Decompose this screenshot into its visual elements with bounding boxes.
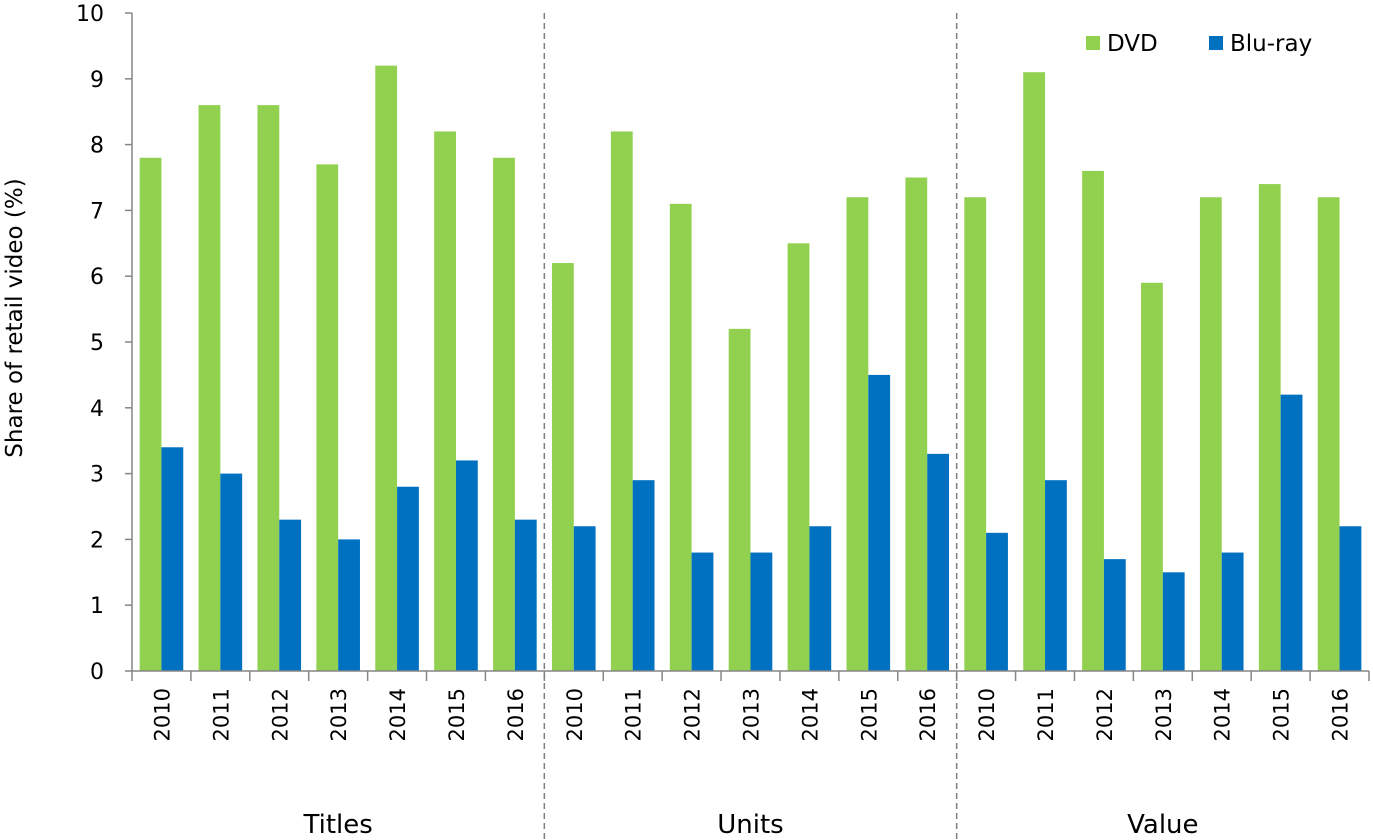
y-tick-label: 2 (90, 528, 104, 553)
x-tick-label: 2011 (209, 688, 233, 741)
legend-swatch-blu-ray (1209, 36, 1223, 50)
group-dividers (543, 13, 958, 840)
bar-blu-ray-units-2013 (750, 552, 773, 671)
x-tick-label: 2012 (268, 688, 292, 741)
bar-dvd-units-2012 (669, 203, 692, 671)
legend: DVD Blu-ray (1086, 31, 1312, 57)
bar-blu-ray-titles-2011 (220, 473, 243, 671)
x-tick-label: 2011 (1034, 688, 1058, 741)
bar-blu-ray-value-2012 (1103, 559, 1126, 671)
bar-blu-ray-units-2012 (691, 552, 714, 671)
x-tick-label: 2013 (740, 688, 764, 741)
bar-dvd-value-2010 (964, 197, 987, 672)
y-tick-label: 6 (90, 265, 104, 290)
bar-dvd-units-2014 (787, 243, 810, 672)
x-tick-label: 2016 (504, 688, 528, 741)
bar-blu-ray-titles-2013 (338, 539, 360, 671)
x-tick-label: 2012 (1093, 688, 1117, 741)
bar-blu-ray-value-2011 (1045, 480, 1067, 671)
bar-blu-ray-units-2015 (868, 374, 891, 671)
y-tick-label: 1 (90, 594, 104, 619)
x-tick-label: 2010 (975, 688, 999, 741)
bar-blu-ray-titles-2010 (161, 447, 184, 671)
x-tick-label: 2014 (386, 688, 410, 741)
bar-blu-ray-value-2016 (1339, 526, 1362, 671)
y-axis-title: Share of retail video (%) (2, 178, 28, 457)
legend-label-dvd: DVD (1107, 31, 1158, 57)
y-tick-label: 9 (90, 68, 104, 93)
bar-blu-ray-units-2011 (632, 480, 655, 671)
group-label-units: Units (717, 810, 783, 840)
bar-blu-ray-value-2015 (1280, 394, 1303, 671)
bar-dvd-titles-2010 (139, 157, 162, 671)
bar-dvd-titles-2013 (316, 164, 339, 671)
x-tick-label: 2013 (1152, 688, 1176, 741)
y-tick-label: 0 (90, 660, 104, 685)
bar-blu-ray-value-2013 (1162, 572, 1185, 671)
bar-dvd-units-2011 (610, 131, 633, 671)
bar-dvd-units-2013 (728, 328, 751, 671)
bar-dvd-titles-2012 (257, 105, 280, 672)
bar-blu-ray-titles-2015 (455, 460, 478, 671)
x-axis: 2010 2011 2012 2013 2014 2015 2016 Titles 2010 20… (131, 670, 1370, 840)
bars (139, 65, 1362, 672)
y-tick-label: 5 (90, 331, 104, 356)
group-label-value: Value (1127, 810, 1198, 840)
bar-dvd-value-2016 (1317, 197, 1340, 672)
bar-dvd-value-2014 (1199, 197, 1222, 672)
bar-dvd-value-2015 (1258, 184, 1281, 671)
x-tick-label: 2016 (916, 688, 940, 741)
x-tick-label: 2015 (445, 688, 469, 741)
bar-dvd-units-2010 (551, 263, 574, 671)
bar-dvd-titles-2014 (375, 65, 398, 671)
y-tick-label: 8 (90, 134, 104, 159)
y-axis: 0 1 2 3 4 5 6 7 8 9 10 (76, 2, 133, 685)
x-tick-label: 2010 (563, 688, 587, 741)
bar-blu-ray-units-2010 (573, 526, 596, 671)
bar-dvd-value-2012 (1082, 170, 1104, 672)
bar-dvd-units-2015 (846, 197, 869, 672)
x-tick-label: 2015 (1270, 688, 1294, 741)
legend-swatch-dvd (1086, 36, 1100, 50)
x-tick-label: 2016 (1329, 688, 1353, 741)
bar-dvd-titles-2015 (434, 131, 456, 671)
group-label-titles: Titles (303, 810, 373, 840)
bar-blu-ray-titles-2016 (514, 519, 537, 671)
y-tick-label: 7 (90, 199, 104, 224)
bar-dvd-value-2011 (1023, 72, 1046, 672)
x-tick-label: 2015 (857, 688, 881, 741)
bar-dvd-value-2013 (1141, 282, 1163, 671)
bar-blu-ray-value-2014 (1221, 552, 1244, 671)
y-tick-label: 4 (90, 397, 104, 422)
x-tick-label: 2010 (150, 688, 174, 741)
y-tick-label: 3 (90, 463, 104, 488)
bar-dvd-titles-2016 (493, 157, 515, 671)
bar-dvd-units-2016 (905, 177, 928, 671)
legend-label-blu-ray: Blu-ray (1230, 31, 1312, 57)
x-tick-label: 2014 (1211, 688, 1235, 741)
x-tick-label: 2011 (622, 688, 646, 741)
x-tick-label: 2012 (681, 688, 705, 741)
y-tick-label: 10 (76, 2, 104, 27)
x-tick-label: 2013 (327, 688, 351, 741)
bar-blu-ray-titles-2014 (397, 486, 419, 671)
bar-blu-ray-units-2014 (809, 526, 832, 671)
bar-blu-ray-units-2016 (927, 453, 950, 671)
x-tick-label: 2014 (798, 688, 822, 741)
bar-dvd-titles-2011 (198, 105, 221, 672)
bar-blu-ray-titles-2012 (279, 519, 302, 671)
bar-blu-ray-value-2010 (986, 532, 1008, 671)
